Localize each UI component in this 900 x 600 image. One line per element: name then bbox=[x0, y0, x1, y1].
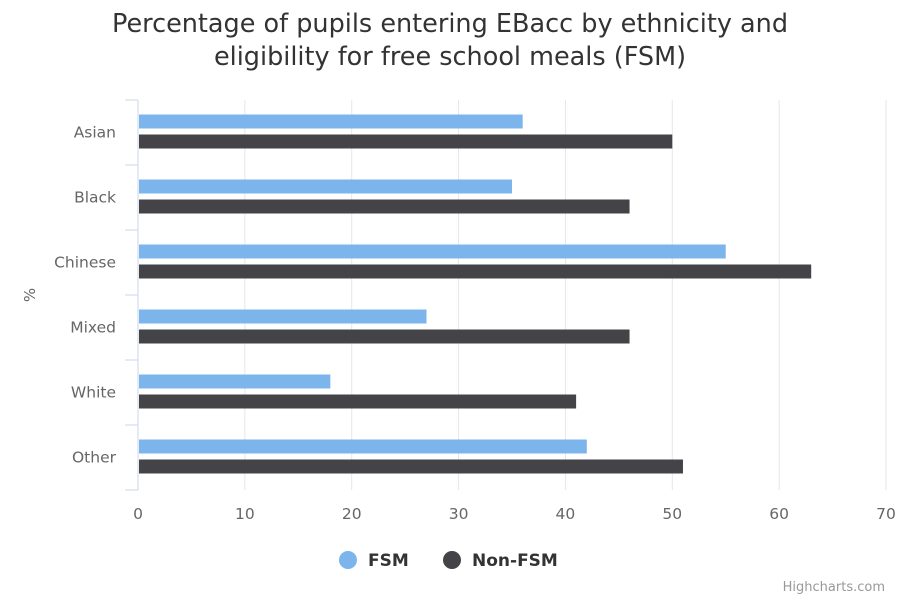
category-label: Asian bbox=[74, 124, 116, 142]
bar-fsm-mixed[interactable] bbox=[139, 309, 427, 324]
bar-fsm-asian[interactable] bbox=[139, 114, 523, 129]
legend-label: Non-FSM bbox=[472, 551, 558, 571]
x-tick-label: 30 bbox=[449, 505, 469, 523]
x-tick-label: 60 bbox=[769, 505, 789, 523]
bar-fsm-other[interactable] bbox=[139, 439, 587, 454]
legend-label: FSM bbox=[368, 551, 409, 571]
bar-fsm-black[interactable] bbox=[139, 179, 512, 194]
bars bbox=[139, 114, 812, 474]
credits-link[interactable]: Highcharts.com bbox=[782, 580, 885, 595]
bar-non-fsm-mixed[interactable] bbox=[139, 329, 630, 344]
category-label: Mixed bbox=[70, 319, 116, 337]
value-axis-ticks: 0 10 20 30 40 50 60 70 bbox=[133, 505, 896, 523]
x-tick-label: 10 bbox=[235, 505, 255, 523]
category-label: Black bbox=[74, 189, 116, 207]
legend[interactable]: FSM Non-FSM bbox=[339, 551, 558, 571]
legend-item-non-fsm[interactable]: Non-FSM bbox=[443, 551, 558, 571]
category-axis: Asian Black Chinese Mixed White Other bbox=[54, 99, 139, 491]
chart-title: Percentage of pupils entering EBacc by e… bbox=[111, 9, 789, 72]
bar-non-fsm-asian[interactable] bbox=[139, 134, 673, 149]
bar-non-fsm-chinese[interactable] bbox=[139, 264, 812, 279]
gridlines bbox=[244, 100, 887, 490]
x-tick-label: 20 bbox=[342, 505, 362, 523]
category-label: Other bbox=[72, 449, 117, 467]
y-axis-title: % bbox=[21, 288, 39, 302]
x-tick-label: 50 bbox=[662, 505, 682, 523]
bar-non-fsm-other[interactable] bbox=[139, 459, 683, 474]
legend-marker bbox=[443, 551, 461, 569]
legend-marker bbox=[339, 551, 357, 569]
legend-item-fsm[interactable]: FSM bbox=[339, 551, 409, 571]
category-label: Chinese bbox=[54, 254, 116, 272]
category-label: White bbox=[71, 384, 116, 402]
bar-non-fsm-white[interactable] bbox=[139, 394, 577, 409]
x-tick-label: 40 bbox=[556, 505, 576, 523]
bar-non-fsm-black[interactable] bbox=[139, 199, 630, 214]
bar-fsm-white[interactable] bbox=[139, 374, 331, 389]
x-tick-label: 70 bbox=[876, 505, 896, 523]
x-tick-label: 0 bbox=[133, 505, 143, 523]
bar-fsm-chinese[interactable] bbox=[139, 244, 726, 259]
